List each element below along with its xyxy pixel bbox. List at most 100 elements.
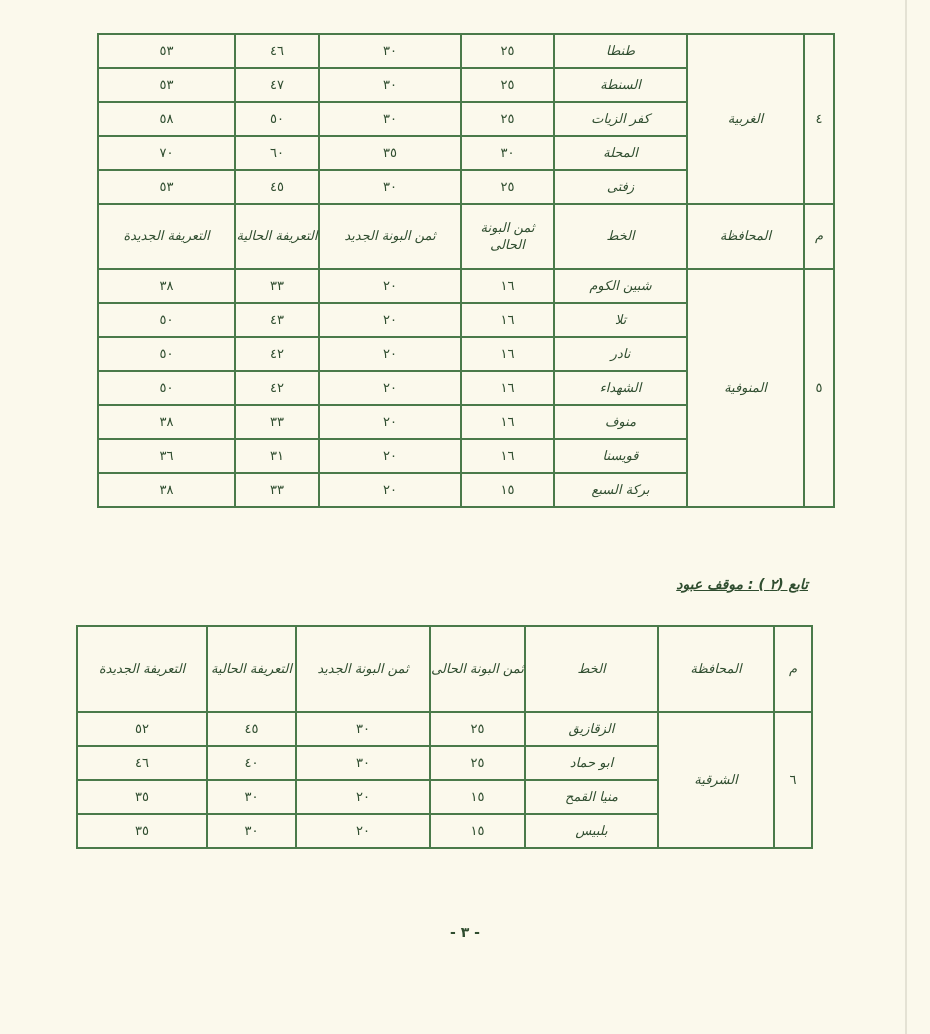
table-cell: ٥٠	[97, 302, 236, 338]
table-cell: ٣٥	[76, 779, 208, 815]
table-cell: تلا	[553, 302, 688, 338]
table-cell: ٥٠	[97, 370, 236, 406]
scan-edge	[905, 0, 907, 1034]
table-row: منوف ١٦ ٢٠ ٣٣ ٣٨	[97, 404, 834, 440]
table-cell: المحلة	[553, 135, 688, 171]
table-row: زفتى ٢٥ ٣٠ ٤٥ ٥٣	[97, 169, 834, 205]
table-cell: ٥٠	[97, 336, 236, 372]
table-cell: ٤٢	[234, 370, 320, 406]
table-cell: ٤٦	[234, 33, 320, 69]
table-cell: ٣٠	[206, 779, 297, 815]
table-cell: ٣٥	[318, 135, 462, 171]
table-cell: م	[803, 203, 835, 270]
table-cell: التعريفة الحالية	[206, 625, 297, 713]
table-cell: ٢٥	[460, 101, 555, 137]
table-cell: ٥٣	[97, 67, 236, 103]
table-row: نادر ١٦ ٢٠ ٤٢ ٥٠	[97, 336, 834, 372]
header-row: م المحافظة الخط ثمن البونة الحالى ثمن البونة…	[97, 203, 835, 270]
table-row: بركة السبع ١٥ ٢٠ ٣٣ ٣٨	[97, 472, 834, 508]
table-cell: ١٦	[460, 302, 555, 338]
table-cell: ٤٥	[206, 711, 297, 747]
table-cell: ٣٠	[206, 813, 297, 849]
table-cell: ٣٨	[97, 404, 236, 440]
table-cell: منيا القمح	[524, 779, 659, 815]
table-cell: ٣٨	[97, 268, 236, 304]
table-cell: الخط	[524, 625, 659, 713]
table-cell: ٢٠	[318, 438, 462, 474]
table-cell: ١٦	[460, 268, 555, 304]
table-cell: ٢٥	[460, 67, 555, 103]
table-row: السنطة ٢٥ ٣٠ ٤٧ ٥٣	[97, 67, 834, 103]
table-cell: ٥٣	[97, 33, 236, 69]
table-cell: ٣١	[234, 438, 320, 474]
table-cell: ٥٨	[97, 101, 236, 137]
table-cell: ثمن البونة الجديد	[295, 625, 431, 713]
table-cell: ٢٥	[429, 711, 526, 747]
table-row: بلبيس ١٥ ٢٠ ٣٠ ٣٥	[76, 813, 812, 849]
table-cell: ٤٧	[234, 67, 320, 103]
table-cell: ٢٥	[460, 169, 555, 205]
table-cell: ٢٥	[429, 745, 526, 781]
table-cell: ٢٠	[295, 813, 431, 849]
table-cell: ٥	[803, 268, 835, 508]
table-cell: ٣٥	[76, 813, 208, 849]
table-cell: ٢٠	[318, 472, 462, 508]
table-cell: ٤٠	[206, 745, 297, 781]
table-cell: ٣٠	[318, 169, 462, 205]
table-cell: ٤	[803, 33, 835, 205]
table-cell: ٣٦	[97, 438, 236, 474]
table-cell: ٦	[773, 711, 813, 849]
table-cell: ٢٠	[318, 268, 462, 304]
table-cell: ١٦	[460, 336, 555, 372]
table-cell: ١٥	[429, 779, 526, 815]
table-cell: المحافظة	[686, 203, 805, 270]
table-cell: ٤٦	[76, 745, 208, 781]
table-cell: السنطة	[553, 67, 688, 103]
table-cell: نادر	[553, 336, 688, 372]
table-cell: منوف	[553, 404, 688, 440]
table-row: ٦ الشرقية الزقازيق ٢٥ ٣٠ ٤٥ ٥٢	[76, 711, 813, 849]
header-row: م المحافظة الخط ثمن البونة الحالى ثمن البونة…	[76, 625, 813, 713]
table-cell: ٣٠	[295, 711, 431, 747]
table-cell: ٣٨	[97, 472, 236, 508]
table-row: المحلة ٣٠ ٣٥ ٦٠ ٧٠	[97, 135, 834, 171]
table-cell: المحافظة	[657, 625, 775, 713]
fare-table-1: ٤ الغربية طنطا ٢٥ ٣٠ ٤٦ ٥٣ السنطة ٢٥ ٣٠ ٤٧ ٥٣ كفر ال…	[97, 33, 835, 508]
table-cell: ثمن البونة الحالى	[429, 625, 526, 713]
table-cell: ٢٠	[318, 302, 462, 338]
table-row: ٤ الغربية طنطا ٢٥ ٣٠ ٤٦ ٥٣	[97, 33, 835, 205]
table-row: الشهداء ١٦ ٢٠ ٤٢ ٥٠	[97, 370, 834, 406]
table-cell: زفتى	[553, 169, 688, 205]
table-cell: الغربية	[686, 33, 805, 205]
table-cell: ٥٢	[76, 711, 208, 747]
table-cell: ابو حماد	[524, 745, 659, 781]
table-cell: ٣٠	[318, 67, 462, 103]
table-row: منيا القمح ١٥ ٢٠ ٣٠ ٣٥	[76, 779, 812, 815]
table-cell: شبين الكوم	[553, 268, 688, 304]
table-row: ابو حماد ٢٥ ٣٠ ٤٠ ٤٦	[76, 745, 812, 781]
table-cell: بركة السبع	[553, 472, 688, 508]
table-row: كفر الزيات ٢٥ ٣٠ ٥٠ ٥٨	[97, 101, 834, 137]
table-cell: ٢٠	[318, 404, 462, 440]
table-cell: ٢٥	[460, 33, 555, 69]
table-cell: ١٦	[460, 438, 555, 474]
table-cell: ٤٣	[234, 302, 320, 338]
table-cell: كفر الزيات	[553, 101, 688, 137]
table-cell: ٤٥	[234, 169, 320, 205]
table-cell: م	[773, 625, 813, 713]
table-cell: الزقازيق	[524, 711, 659, 747]
table-cell: ٢٠	[318, 370, 462, 406]
table-cell: التعريفة الحالية	[234, 203, 320, 270]
table-cell: ٧٠	[97, 135, 236, 171]
table-cell: ٣٠	[318, 101, 462, 137]
table-row: ٥ المنوفية شبين الكوم ١٦ ٢٠ ٣٣ ٣٨	[97, 268, 835, 508]
page-number: - ٣ -	[450, 925, 480, 941]
table-cell: ١٥	[460, 472, 555, 508]
table-cell: ١٦	[460, 370, 555, 406]
fare-table-2: م المحافظة الخط ثمن البونة الحالى ثمن البونة…	[76, 625, 813, 849]
table-cell: ٣٣	[234, 404, 320, 440]
table-cell: الشهداء	[553, 370, 688, 406]
table-cell: ثمن البونة الحالى	[460, 203, 555, 270]
table-cell: ٣٠	[460, 135, 555, 171]
section-title: تابع (٢ ) : موقف عبود	[676, 577, 808, 593]
